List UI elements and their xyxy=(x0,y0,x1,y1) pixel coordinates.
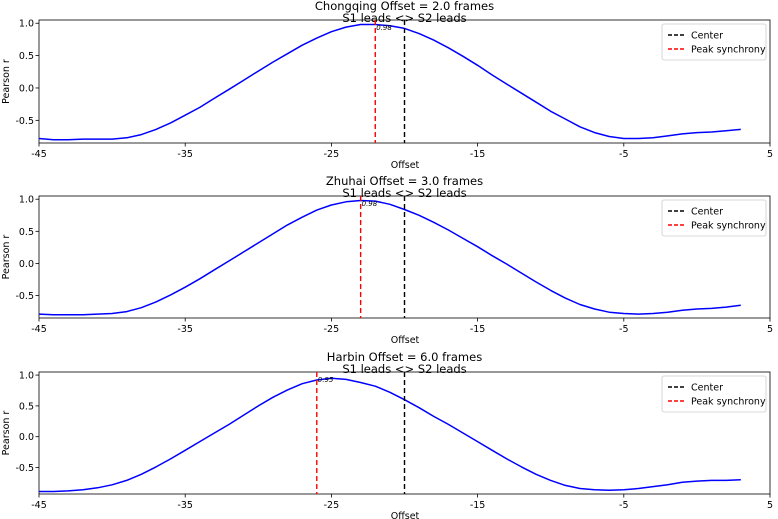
y-tick-label: 0.0 xyxy=(19,432,34,443)
legend-label-center: Center xyxy=(691,383,723,394)
x-tick-label: -25 xyxy=(324,324,340,335)
chart-title: Zhuhai Offset = 3.0 frames xyxy=(326,174,483,188)
x-tick-label: -5 xyxy=(619,500,628,511)
y-tick-label: 0.5 xyxy=(19,51,34,62)
legend-box xyxy=(661,375,767,413)
x-tick-label: -45 xyxy=(31,500,47,511)
x-tick-label: 5 xyxy=(767,500,773,511)
y-tick-label: 0.5 xyxy=(19,227,34,238)
x-tick-label: -5 xyxy=(619,149,628,160)
chart-subtitle: S1 leads <> S2 leads xyxy=(342,11,466,25)
x-tick-label: -35 xyxy=(177,324,193,335)
x-tick-label: -25 xyxy=(324,500,340,511)
x-tick-label: -35 xyxy=(177,500,193,511)
legend-label-peak: Peak synchrony xyxy=(691,397,766,408)
y-tick-label: 0.0 xyxy=(19,259,34,270)
chart-subtitle: S1 leads <> S2 leads xyxy=(342,362,466,376)
x-tick-label: -5 xyxy=(619,324,628,335)
x-tick-label: 5 xyxy=(767,149,773,160)
legend-box xyxy=(661,23,767,61)
chart-subtitle: S1 leads <> S2 leads xyxy=(342,186,466,200)
series-line-pearson-r xyxy=(38,199,741,316)
x-tick-label: -15 xyxy=(470,149,486,160)
x-tick-label: -15 xyxy=(470,324,486,335)
x-tick-label: -25 xyxy=(324,149,340,160)
y-tick-label: 0.0 xyxy=(19,83,34,94)
x-tick-label: -15 xyxy=(470,500,486,511)
y-tick-label: 0.5 xyxy=(19,401,34,412)
y-axis-label: Pearson r xyxy=(1,235,12,280)
x-axis-label: Offset xyxy=(391,511,420,519)
x-tick-label: -45 xyxy=(31,149,47,160)
legend-label-peak: Peak synchrony xyxy=(691,45,766,56)
peak-value-label: 0.98 xyxy=(376,24,392,32)
y-axis-label: Pearson r xyxy=(1,411,12,456)
x-axis-label: Offset xyxy=(391,160,420,171)
y-tick-label: -0.5 xyxy=(15,116,34,127)
x-axis-label: Offset xyxy=(391,335,420,346)
peak-value-label: 0.98 xyxy=(362,200,378,208)
y-tick-label: -0.5 xyxy=(15,463,34,474)
legend-label-center: Center xyxy=(691,207,723,218)
chart-title: Harbin Offset = 6.0 frames xyxy=(327,350,482,364)
x-tick-label: 5 xyxy=(767,324,773,335)
legend-box xyxy=(661,199,767,237)
series-line-pearson-r xyxy=(38,23,741,141)
peak-value-label: 0.95 xyxy=(318,376,334,384)
legend-label-center: Center xyxy=(691,31,723,42)
y-tick-label: 1.0 xyxy=(19,19,34,30)
y-tick-label: -0.5 xyxy=(15,291,34,302)
legend-label-peak: Peak synchrony xyxy=(691,221,766,232)
y-tick-label: 1.0 xyxy=(19,371,34,382)
x-tick-label: -35 xyxy=(177,149,193,160)
chart-title: Chongqing Offset = 2.0 frames xyxy=(315,0,494,13)
x-tick-label: -45 xyxy=(31,324,47,335)
y-axis-label: Pearson r xyxy=(1,59,12,104)
y-tick-label: 1.0 xyxy=(19,195,34,206)
series-line-pearson-r xyxy=(39,377,741,493)
